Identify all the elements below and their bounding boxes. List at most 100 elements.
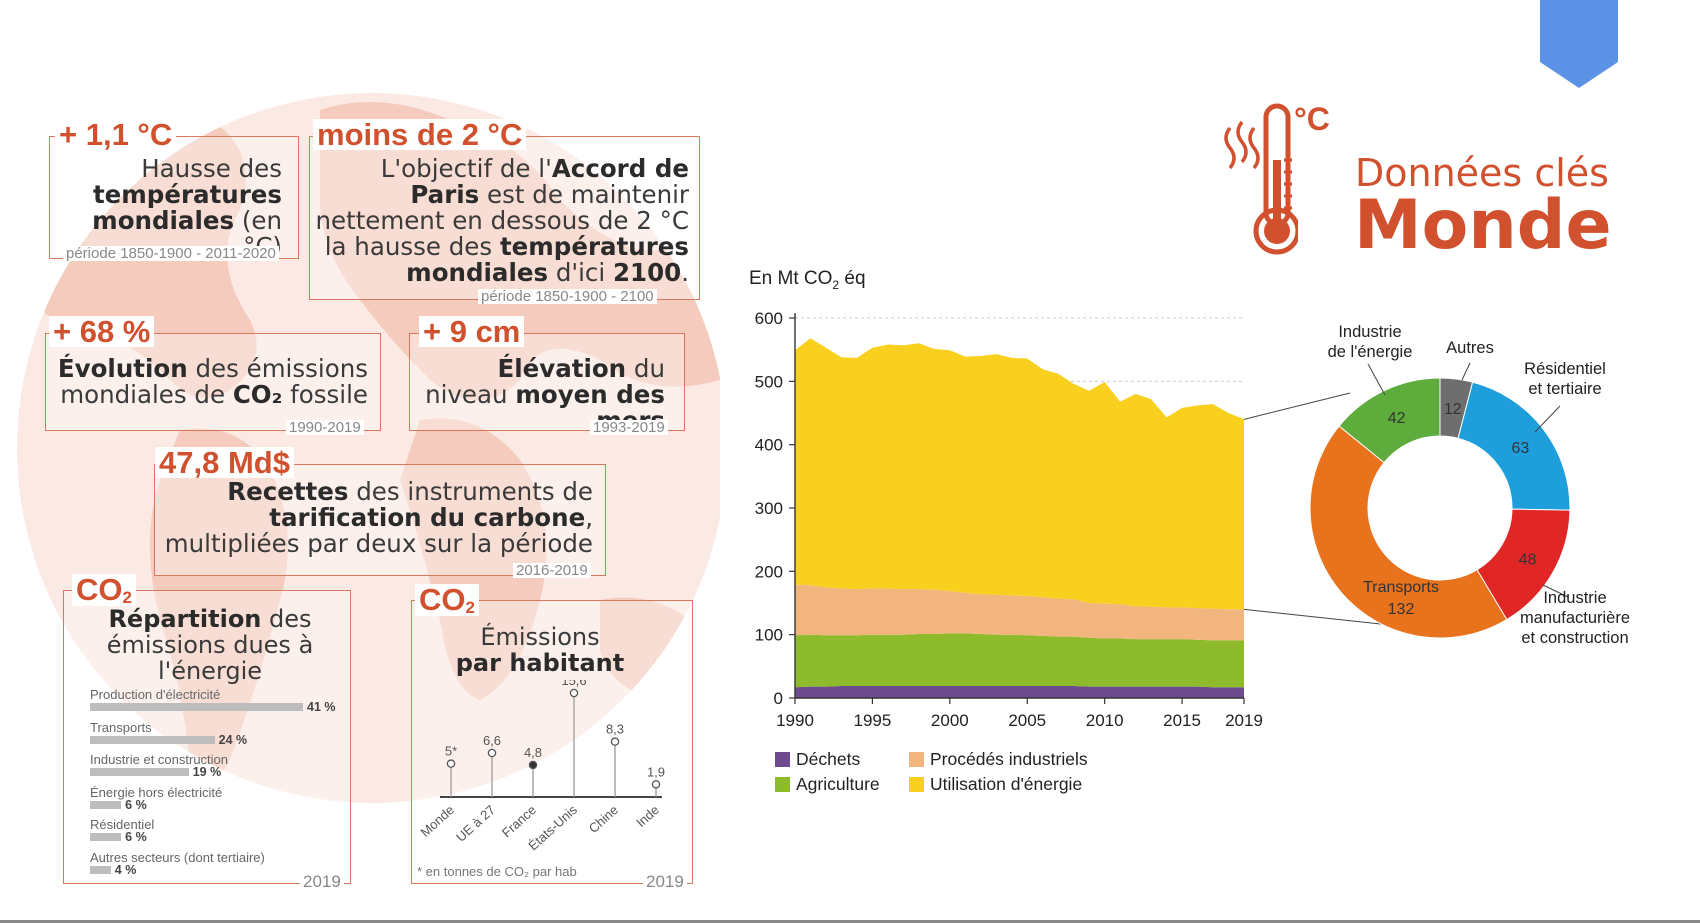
- x-tick-label: 1995: [853, 711, 891, 730]
- donut-label-energie: Industrie de l'énergie: [1327, 323, 1413, 361]
- connector-line: [1243, 392, 1351, 420]
- page-title-line2: Monde: [1354, 186, 1612, 265]
- page-title-line1: Données clés: [1355, 151, 1609, 195]
- energy-bar: [90, 735, 215, 744]
- donut-label-transports: Transports: [1363, 579, 1439, 596]
- donut-slice: [1309, 425, 1508, 639]
- donut-value-label: 42: [1388, 410, 1406, 427]
- energy-bar-pct: 6 %: [125, 830, 147, 844]
- stat-text-carbon-price: Recettes des instruments de tarification…: [164, 477, 593, 558]
- leader-line: [1542, 584, 1569, 598]
- legend-energie: Utilisation d'énergie: [909, 774, 1082, 794]
- energy-bar: [90, 800, 122, 809]
- leader-line: [1461, 362, 1471, 381]
- donut-label-residentiel: Résidentiel et tertiaire: [1524, 360, 1606, 398]
- y-tick-label: 500: [755, 372, 783, 391]
- stat-box-co2: [45, 333, 381, 431]
- leader-line: [1367, 363, 1386, 396]
- legend-agriculture: Agriculture: [775, 774, 880, 794]
- per-capita-title: Émissions par habitant: [455, 623, 625, 677]
- energy-bar-pct: 41 %: [307, 700, 336, 714]
- thermometer-icon: [1224, 103, 1298, 255]
- energy-bar-pct: 19 %: [192, 765, 222, 779]
- lollipop-value-label: 4,8: [524, 745, 542, 760]
- legend-dechets: Déchets: [775, 749, 860, 769]
- leader-line: [1534, 405, 1561, 433]
- energy-bar-label: Résidentiel: [90, 817, 155, 832]
- stat-value-temperature: + 1,1 °C: [55, 119, 177, 150]
- legend-swatch-dechets: [775, 752, 790, 767]
- area-series-0: [795, 686, 1244, 698]
- y-tick-label: 200: [755, 562, 783, 581]
- per-capita-note: * en tonnes de CO₂ par hab: [417, 864, 577, 879]
- stat-box-sea: [409, 333, 685, 431]
- energy-split-title: Répartition des émissions dues à l'énerg…: [106, 605, 314, 685]
- energy-bar-label: Énergie hors électricité: [90, 784, 223, 800]
- x-tick-label: 1990: [776, 711, 814, 730]
- energy-bar-label: Transports: [90, 719, 152, 735]
- energy-bar-pct: 6 %: [125, 797, 147, 812]
- y-tick-label: 300: [755, 499, 783, 518]
- stat-text-paris: L'objectif de l'Accord de Paris est de m…: [315, 154, 689, 287]
- energy-bar-label: Industrie et construction: [90, 752, 229, 767]
- lollipop-point: [528, 760, 538, 770]
- energy-bar-pct: 24 %: [218, 732, 248, 747]
- area-chart-y-unit: En Mt CO2 éq: [749, 268, 866, 292]
- energy-bar-pct: 4 %: [114, 862, 137, 877]
- lollipop-point: [569, 688, 579, 698]
- legend-procedes: Procédés industriels: [909, 749, 1088, 769]
- x-tick-label: 2015: [1163, 711, 1201, 730]
- per-capita-co2-label: CO2: [415, 584, 479, 616]
- bottom-divider: [0, 920, 1700, 923]
- stat-box-paris: [309, 136, 700, 300]
- energy-bar-label: Autres secteurs (dont tertiaire): [90, 849, 265, 865]
- donut-value-label: 132: [1388, 601, 1415, 618]
- y-tick-label: 400: [755, 436, 783, 455]
- lollipop-value-label: 15,6: [561, 680, 586, 688]
- stat-period-sea: 1993-2019: [590, 420, 668, 435]
- area-series-3: [795, 338, 1244, 610]
- area-series-1: [795, 633, 1244, 688]
- legend-swatch-procedes: [909, 752, 924, 767]
- stat-period-co2: 1990-2019: [286, 420, 364, 435]
- lollipop-point: [487, 748, 497, 758]
- energy-bar: [90, 865, 111, 874]
- area-series-2: [795, 584, 1244, 641]
- y-tick-label: 0: [774, 689, 783, 708]
- donut-value-label: 12: [1444, 401, 1462, 418]
- stat-box-carbon-price: [154, 464, 606, 576]
- energy-split-co2-label: CO2: [72, 574, 136, 606]
- stat-period-paris: période 1850-1900 - 2100: [478, 289, 657, 304]
- donut-value-label: 63: [1511, 440, 1529, 457]
- lollipop-value-label: 1,9: [647, 764, 665, 779]
- energy-bar-label: Production d'électricité: [90, 687, 221, 702]
- x-tick-label: 2010: [1086, 711, 1124, 730]
- donut-label-industrie: Industrie manufacturière et construction: [1519, 589, 1631, 647]
- stat-value-paris: moins de 2 °C: [313, 119, 527, 150]
- stat-value-co2: + 68 %: [49, 316, 155, 347]
- donut-slice: [1338, 377, 1441, 464]
- donut-label-autres: Autres: [1446, 339, 1494, 357]
- lollipop-point: [610, 737, 620, 746]
- globe-background: [17, 93, 720, 803]
- lollipop-point: [446, 759, 456, 768]
- donut-slice: [1457, 381, 1571, 511]
- legend-swatch-agriculture: [775, 777, 790, 792]
- x-tick-label: 2019: [1225, 711, 1263, 730]
- lollipop-value-label: 6,6: [483, 733, 501, 748]
- donut-value-label: 48: [1519, 552, 1537, 569]
- bookmark-icon[interactable]: [1540, 0, 1618, 88]
- lollipop-point: [651, 780, 661, 789]
- stat-value-sea: + 9 cm: [419, 316, 525, 347]
- x-tick-label: 2005: [1008, 711, 1046, 730]
- x-tick-label: 2000: [931, 711, 969, 730]
- energy-bar: [90, 703, 303, 711]
- stat-period-temperature: période 1850-1900 - 2011-2020: [63, 246, 279, 261]
- title-unit-icon: °C: [1294, 101, 1330, 137]
- stat-value-carbon-price: 47,8 Md$: [155, 447, 294, 478]
- per-capita-box: [411, 600, 693, 884]
- lollipop-value-label: 8,3: [606, 722, 624, 737]
- y-tick-label: 100: [755, 626, 783, 645]
